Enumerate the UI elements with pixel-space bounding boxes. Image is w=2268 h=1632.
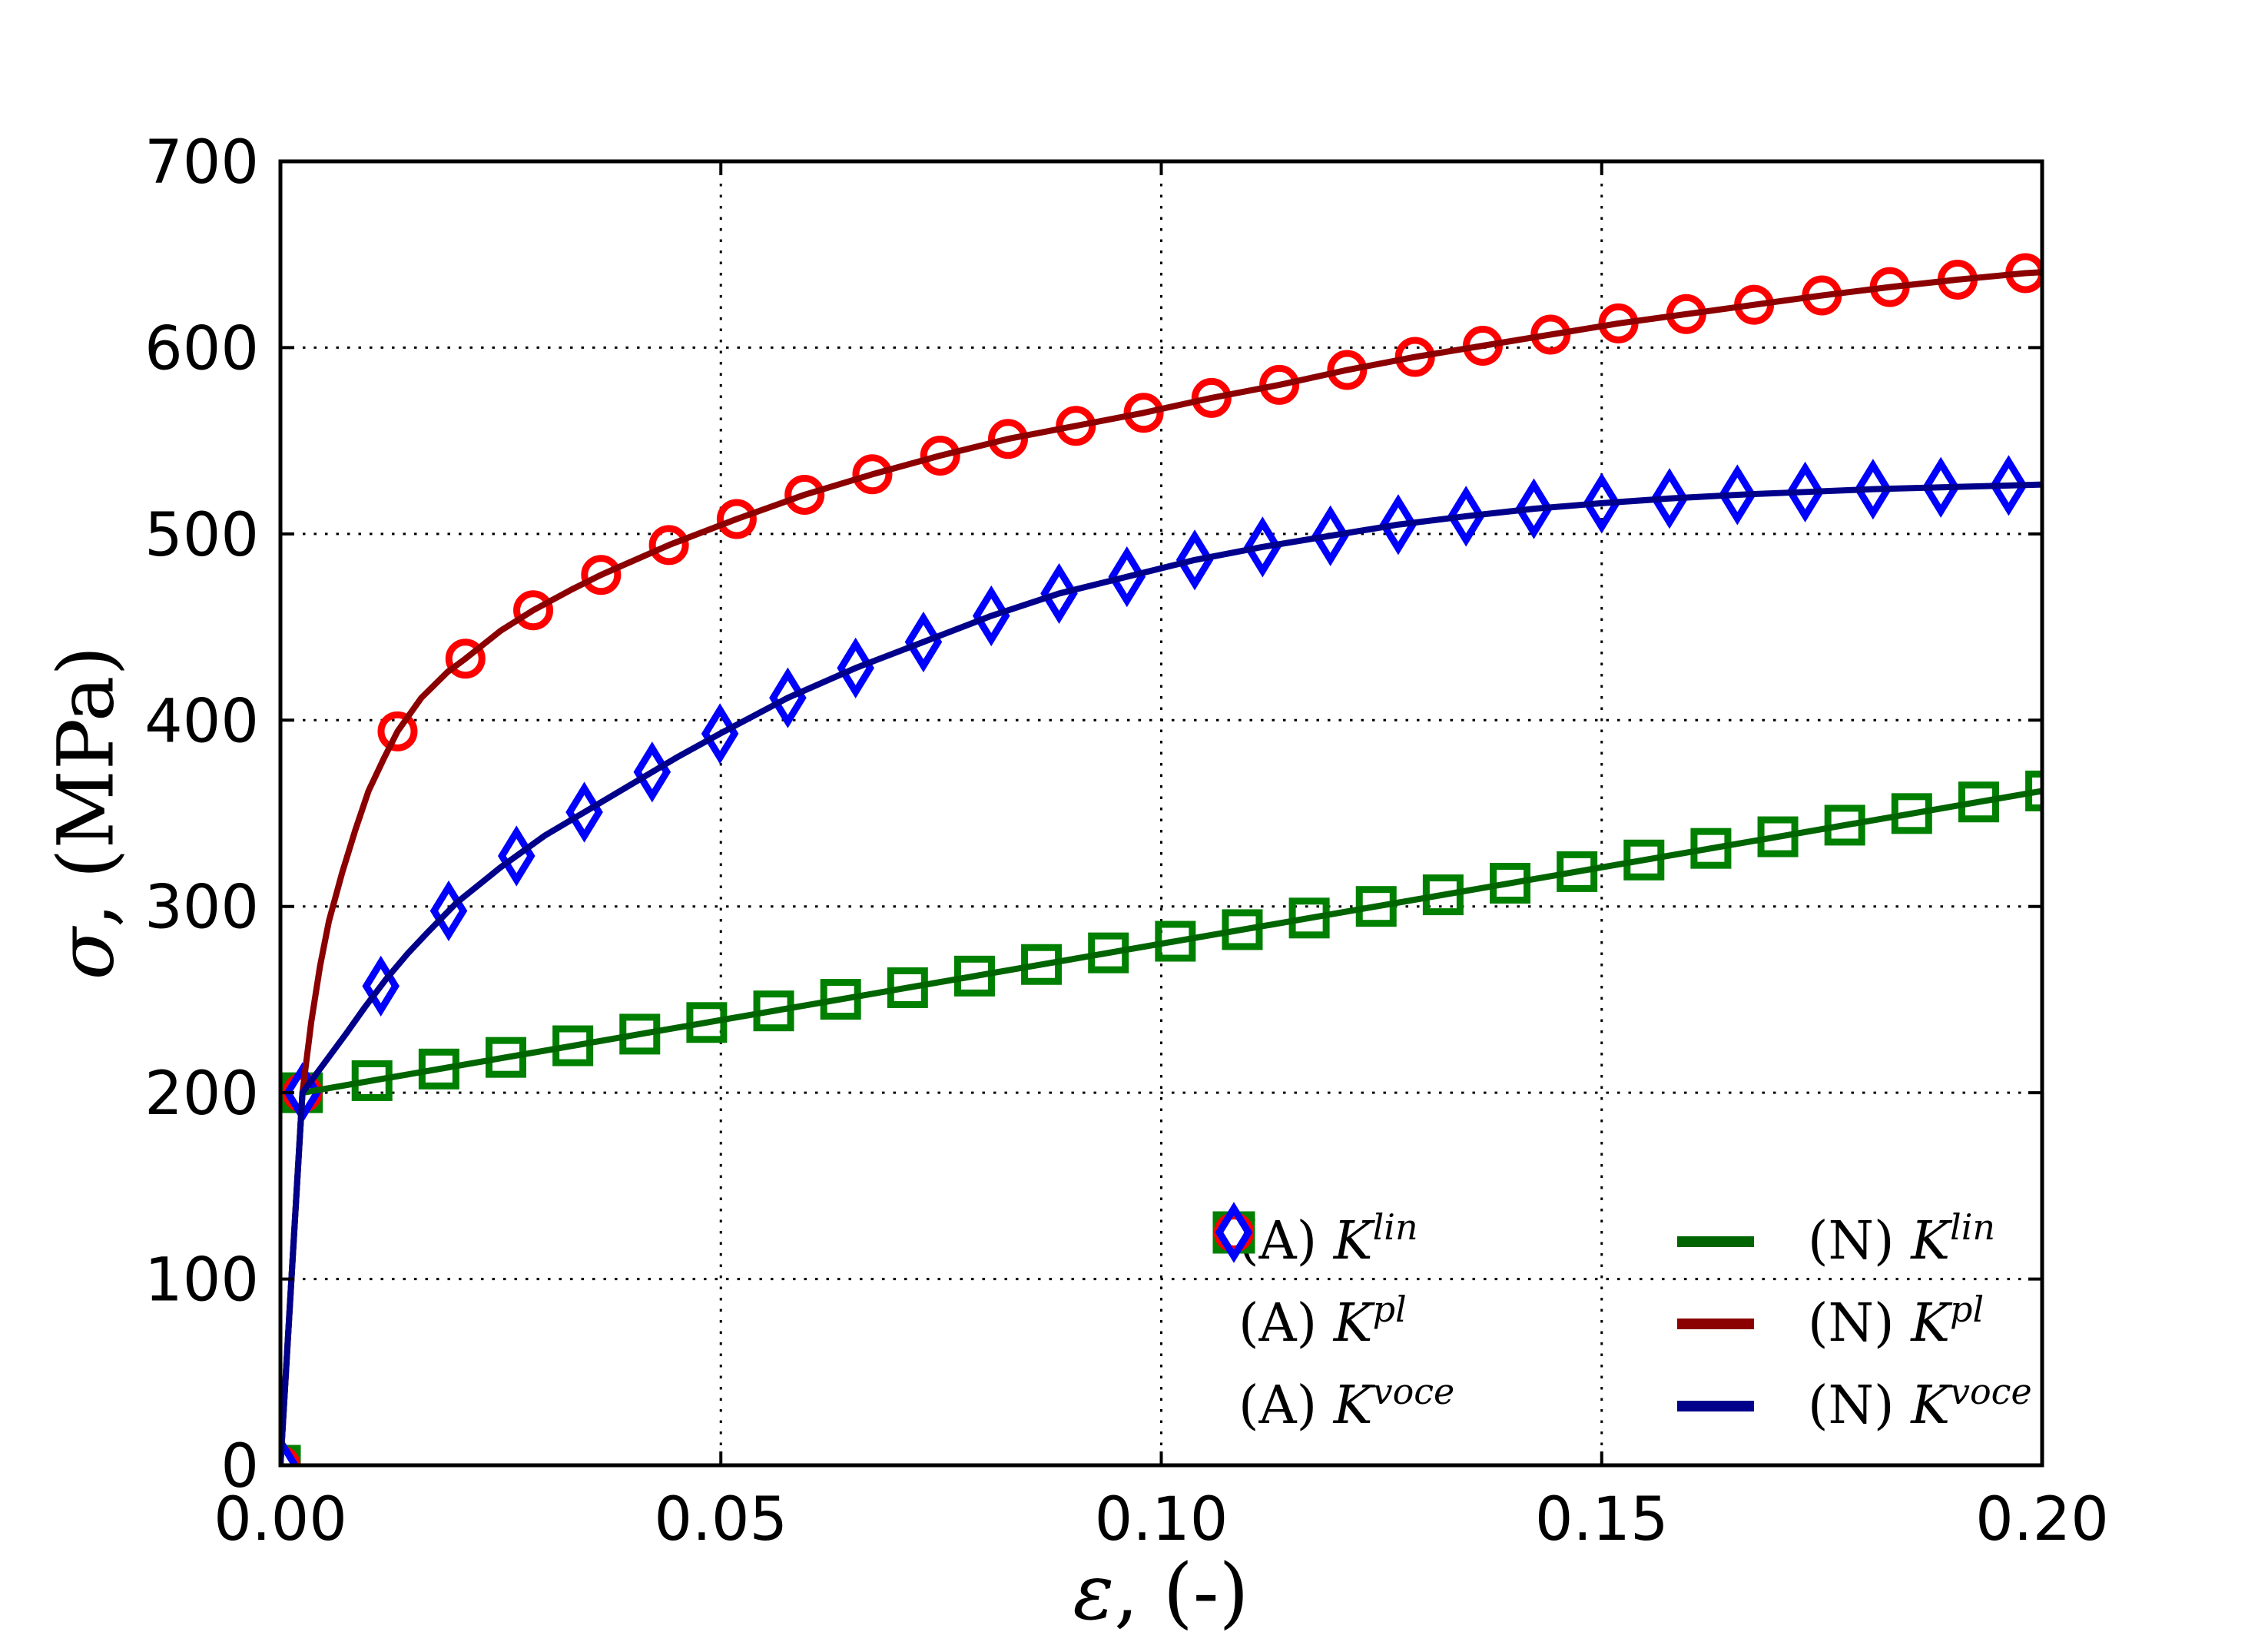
x-tick-label: 0.05 [654, 1485, 788, 1554]
diamond-marker [1244, 516, 1282, 578]
y-tick-label: 300 [144, 874, 259, 943]
circle-marker [1259, 364, 1300, 405]
legend-label: (N) Kvoce [1808, 1371, 2032, 1436]
line-swatch [1677, 1318, 1754, 1329]
legend-label-prefix: (N) [1808, 1375, 1912, 1436]
legend-label-symbol: K [1911, 1293, 1950, 1354]
legend-column-numerical: (N) Klin (N) Kpl (N) Kvoce [1677, 1200, 2032, 1447]
diamond-marker [1040, 562, 1078, 625]
legend-entry: (A) Kpl [1211, 1212, 1454, 1365]
legend-label: (A) Kvoce [1238, 1371, 1454, 1436]
circle-marker [920, 436, 960, 476]
circle-marker [1191, 377, 1232, 418]
legend-label-symbol: K [1333, 1293, 1373, 1354]
legend-entry: (A) Kvoce [1211, 1202, 1454, 1447]
diamond-marker [1108, 546, 1146, 608]
legend-label-symbol: K [1911, 1211, 1950, 1272]
line-layer [279, 269, 2044, 1467]
ticks: 0.00 0.05 0.10 0.15 0.20 0 100 200 300 400 500 600 7… [144, 128, 2109, 1554]
diamond-marker [1379, 494, 1418, 556]
legend-label-superscript: pl [1950, 1288, 1984, 1330]
y-tick-label: 500 [144, 501, 259, 570]
circle-marker [377, 711, 418, 751]
y-tick-label: 700 [144, 128, 259, 197]
line-swatch [1677, 1236, 1754, 1247]
diamond-marker [1990, 455, 2028, 516]
legend-label: (N) Klin [1808, 1206, 1995, 1272]
legend-label-symbol: K [1333, 1375, 1373, 1436]
thin-diamond-marker [1215, 1202, 1253, 1263]
legend-label-prefix: (A) [1238, 1293, 1334, 1354]
y-tick-label: 200 [144, 1060, 259, 1129]
x-axis-label: ε, (-) [1073, 1547, 1248, 1632]
series-line-kvoce_line [279, 481, 2044, 1467]
diamond-marker [769, 667, 807, 728]
y-axis-label-units: , (MPa) [41, 645, 131, 928]
circle-marker [581, 555, 622, 595]
legend-label-superscript: pl [1372, 1288, 1407, 1330]
circle-marker [852, 454, 893, 495]
diamond-marker [1922, 456, 1960, 518]
circle-marker [648, 525, 689, 566]
grid [280, 161, 2042, 1465]
diamond-marker [1515, 478, 1553, 539]
legend-label: (A) Kpl [1238, 1289, 1407, 1354]
epsilon-symbol: ε [1073, 1547, 1115, 1632]
diamond-marker [1854, 459, 1892, 520]
legend-entry: (N) Kvoce [1677, 1365, 2032, 1447]
thin-diamond-legend-icon [1215, 1202, 1253, 1263]
diamond-marker [279, 1435, 300, 1467]
circle-marker [716, 499, 757, 539]
diamond-marker [972, 585, 1010, 647]
x-tick-label: 0.10 [1095, 1485, 1228, 1554]
y-tick-label: 0 [220, 1432, 259, 1501]
legend-label: (A) Klin [1238, 1206, 1418, 1272]
x-axis-label-units: , (-) [1114, 1547, 1249, 1632]
series-line-kpl_line [279, 269, 2044, 1467]
x-tick-label: 0.15 [1535, 1485, 1669, 1554]
legend-entry: (N) Klin [1677, 1200, 2032, 1282]
circle-marker [988, 419, 1029, 459]
circle-marker [445, 639, 486, 679]
legend-label-prefix: (N) [1808, 1293, 1912, 1354]
legend-label-superscript: lin [1372, 1206, 1418, 1248]
legend-label-symbol: K [1911, 1375, 1950, 1436]
circle-marker [784, 474, 825, 515]
legend-label-prefix: (A) [1238, 1375, 1334, 1436]
sigma-symbol: σ [41, 927, 131, 980]
legend-entry: (N) Kpl [1677, 1282, 2032, 1365]
diamond-marker [1650, 468, 1689, 529]
y-tick-label: 400 [144, 687, 259, 756]
line-swatch [1677, 1400, 1754, 1411]
diamond-marker [904, 611, 943, 673]
diamond-marker [1583, 473, 1621, 534]
circle-marker [1056, 406, 1096, 446]
diamond-marker [1786, 461, 1824, 522]
circle-marker [1123, 393, 1164, 433]
y-tick-label: 600 [144, 314, 259, 383]
legend-label: (N) Kpl [1808, 1289, 1984, 1354]
legend-label-superscript: lin [1950, 1206, 1996, 1248]
legend-label-prefix: (N) [1808, 1211, 1912, 1272]
legend-column-analytical: (A) Klin (A) Kpl (A) Kvoce [1211, 1200, 1454, 1447]
y-tick-label: 100 [144, 1246, 259, 1315]
circle-marker [513, 590, 554, 631]
diamond-marker [1175, 529, 1214, 591]
legend-label-symbol: K [1333, 1211, 1373, 1272]
x-tick-label: 0.00 [214, 1485, 347, 1554]
legend-label-superscript: voce [1950, 1370, 2032, 1412]
diamond-marker [1311, 505, 1349, 566]
x-tick-label: 0.20 [1975, 1485, 2109, 1554]
legend-label-superscript: voce [1372, 1370, 1455, 1412]
diamond-marker [837, 637, 874, 699]
circle-marker [1327, 350, 1368, 390]
diamond-marker [1719, 464, 1756, 526]
y-axis-label: σ, (MPa) [41, 646, 131, 980]
diamond-marker [1447, 486, 1485, 547]
